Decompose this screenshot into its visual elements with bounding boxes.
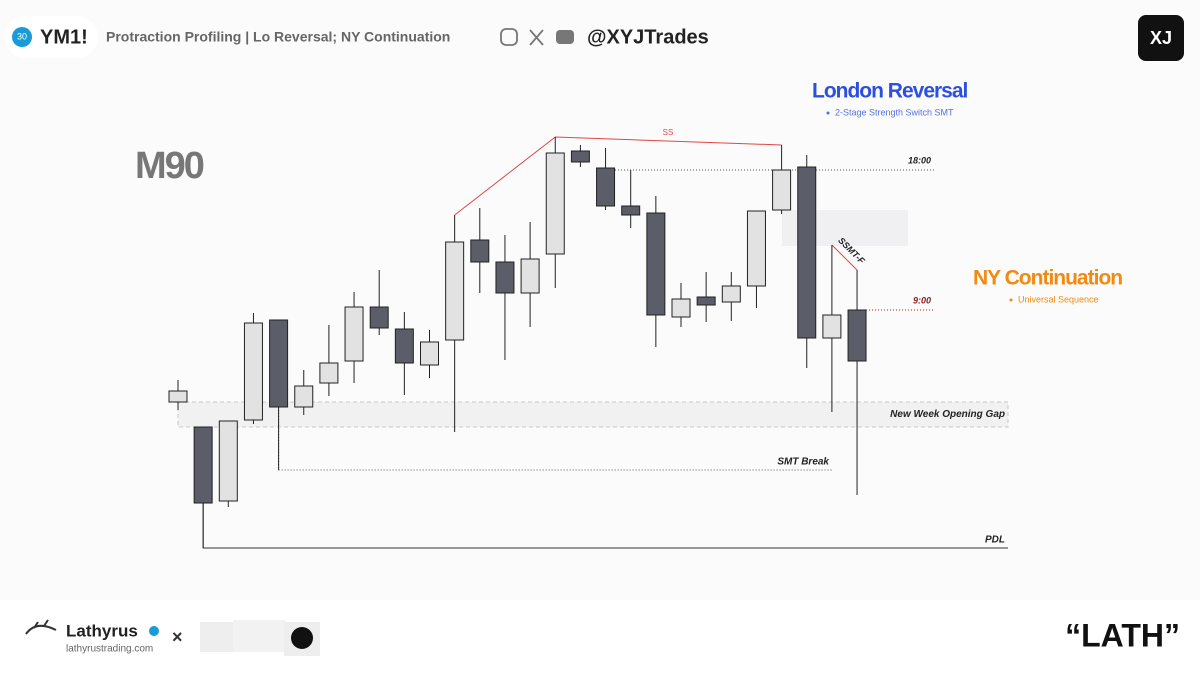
- candle-body: [369, 306, 389, 329]
- sticker-orb: [291, 627, 313, 649]
- nwog-band: [177, 401, 1009, 428]
- candle-body: [746, 210, 766, 287]
- label-18: 18:00: [908, 155, 931, 165]
- bullet: [1009, 298, 1013, 302]
- candle-body: [621, 205, 641, 216]
- ny-label: NY Continuation: [973, 267, 1122, 290]
- ssmt-line: [831, 244, 858, 271]
- candle-body: [344, 306, 364, 362]
- candle-body: [193, 426, 213, 504]
- candle-body: [772, 169, 792, 211]
- smt-label: SMT Break: [777, 457, 829, 468]
- symbol: YM1!: [40, 26, 88, 48]
- candle-body: [168, 390, 188, 403]
- logo: [1138, 15, 1184, 61]
- footer-site: lathyrustrading.com: [66, 644, 153, 655]
- plot: New Week Opening Gap PDL SMT Break 18:00 9:0…: [168, 128, 1009, 549]
- candle-body: [696, 296, 716, 306]
- candle-body: [445, 241, 465, 341]
- candle-body: [721, 285, 741, 303]
- candle-body: [596, 167, 616, 207]
- candle-body: [545, 152, 565, 255]
- sticker: [233, 620, 285, 652]
- footer-quote: “LATH”: [1065, 617, 1180, 653]
- badge-text: 30: [17, 31, 27, 41]
- candle-body: [520, 258, 540, 294]
- chart-title: M90: [135, 145, 204, 187]
- candle-body: [822, 314, 842, 339]
- subtitle: Protraction Profiling | Lo Reversal; NY …: [106, 29, 450, 45]
- ny-note: Universal Sequence: [1018, 294, 1099, 304]
- youtube-icon[interactable]: [556, 30, 574, 44]
- symbol-pill: [4, 16, 98, 58]
- bullet: [826, 111, 830, 115]
- candle-body: [218, 420, 238, 502]
- candle-body: [394, 328, 414, 364]
- instagram-icon[interactable]: [500, 28, 518, 46]
- pdl-label: PDL: [985, 535, 1005, 546]
- footer-name: Lathyrus: [66, 621, 138, 640]
- candle-body: [570, 150, 590, 163]
- london-note: 2-Stage Strength Switch SMT: [835, 107, 954, 117]
- candle-body: [319, 362, 339, 384]
- candle-body: [671, 298, 691, 318]
- london-label: London Reversal: [812, 80, 968, 103]
- candle-body: [294, 385, 314, 408]
- candle-body: [269, 319, 289, 408]
- label-9: 9:00: [913, 295, 931, 305]
- x-icon[interactable]: [529, 29, 544, 46]
- candle-body: [847, 309, 867, 362]
- sticker: [200, 622, 234, 652]
- candle-body: [470, 239, 490, 263]
- candle-body: [243, 322, 263, 421]
- handle: @XYJTrades: [587, 26, 709, 48]
- candle-body: [797, 166, 817, 339]
- candle-body: [495, 261, 515, 294]
- times: ×: [172, 627, 183, 647]
- lathyrus-logo: [25, 619, 57, 635]
- candle-body: [646, 212, 666, 316]
- nwog-label: New Week Opening Gap: [890, 409, 1005, 420]
- candle-body: [420, 341, 439, 366]
- badge: [12, 27, 32, 47]
- verified: [149, 626, 159, 636]
- logo-text: XJ: [1150, 28, 1172, 48]
- ss-label: SS: [663, 128, 674, 137]
